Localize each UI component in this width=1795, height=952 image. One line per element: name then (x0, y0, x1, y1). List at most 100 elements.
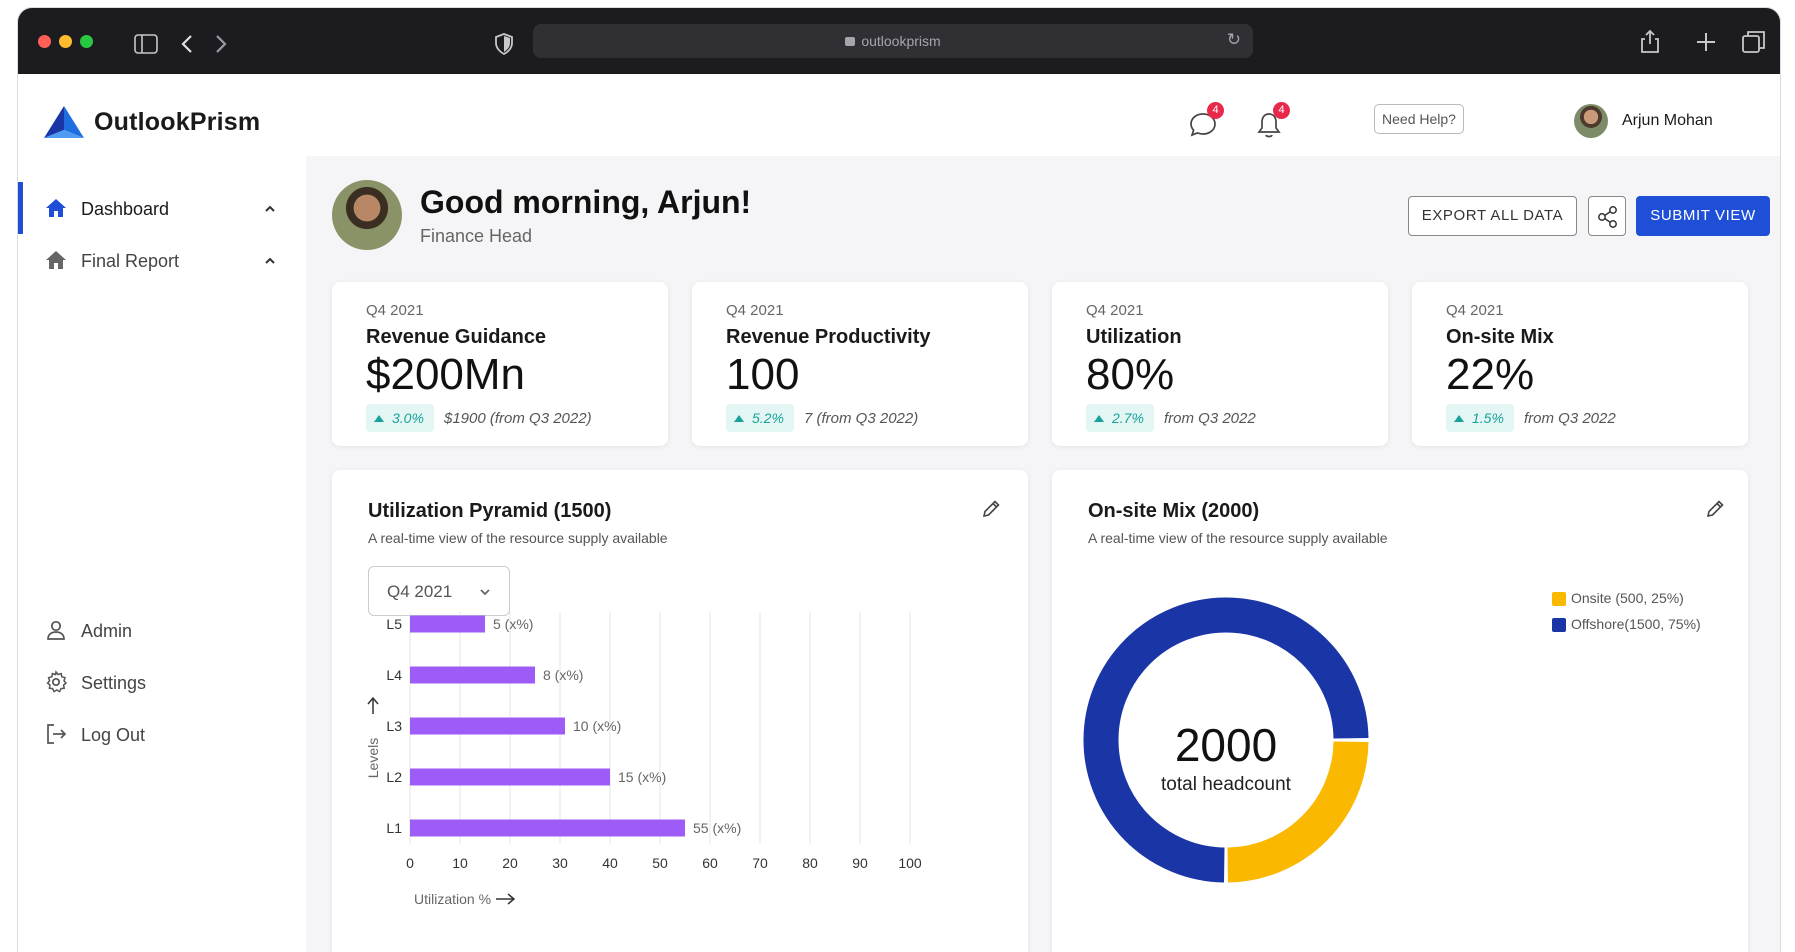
sidebar-item-settings[interactable]: Settings (18, 656, 306, 708)
kpi-delta-value: 1.5% (1472, 410, 1504, 426)
new-tab-icon[interactable] (1696, 32, 1716, 52)
y-tick-label: L2 (386, 769, 402, 785)
trend-up-icon (1454, 415, 1464, 422)
y-tick-label: L1 (386, 820, 402, 836)
browser-toolbar: outlookprism ↻ (18, 8, 1780, 74)
browser-window: outlookprism ↻ OutlookPrism 4 (18, 8, 1780, 952)
sidebar-item-label: Settings (81, 673, 147, 693)
kpi-card-on-site-mix[interactable]: Q4 2021 On-site Mix 22% 1.5% from Q3 202… (1412, 282, 1748, 446)
y-tick-label: L4 (386, 667, 402, 683)
sidebar-item-final-report[interactable]: Final Report (18, 234, 306, 286)
utilization-bar-chart: 0 10 20 30 40 50 60 70 80 90 100 L5 5 (x%) L4 8 (x%) L3… (365, 612, 922, 907)
x-tick-label: 100 (898, 855, 922, 871)
kpi-value: 22% (1446, 350, 1535, 399)
need-help-button[interactable]: Need Help? (1374, 104, 1464, 134)
edit-pencil-icon[interactable] (1704, 498, 1726, 520)
back-icon[interactable] (180, 34, 194, 54)
shield-icon[interactable] (494, 33, 514, 55)
kpi-delta-badge: 1.5% (1446, 404, 1514, 432)
donut-center-value: 2000 (1174, 719, 1278, 771)
brand-name: OutlookPrism (94, 108, 261, 136)
kpi-note: from Q3 2022 (1164, 410, 1256, 427)
edit-pencil-icon[interactable] (980, 498, 1002, 520)
y-axis-arrow-icon (367, 696, 379, 714)
kpi-title: On-site Mix (1446, 326, 1554, 348)
kpi-delta-badge: 2.7% (1086, 404, 1154, 432)
messages-button[interactable]: 4 (1188, 102, 1224, 140)
user-avatar[interactable] (1574, 104, 1608, 138)
maximize-window-button[interactable] (80, 35, 93, 48)
address-bar[interactable]: outlookprism ↻ (533, 24, 1253, 58)
kpi-value: 100 (726, 350, 800, 399)
chat-bubble-icon (1190, 113, 1216, 137)
kpi-card-utilization[interactable]: Q4 2021 Utilization 80% 2.7% from Q3 202… (1052, 282, 1388, 446)
chevron-up-icon[interactable] (264, 203, 276, 215)
bar-data-label: 15 (x%) (618, 769, 666, 785)
bar-data-label: 10 (x%) (573, 718, 621, 734)
user-name[interactable]: Arjun Mohan (1622, 112, 1713, 129)
user-icon (47, 620, 65, 640)
main-content: Good morning, Arjun! Finance Head EXPORT… (306, 156, 1780, 952)
logout-icon (47, 724, 67, 744)
export-all-data-button[interactable]: EXPORT ALL DATA (1408, 196, 1577, 236)
on-site-mix-panel: On-site Mix (2000) A real-time view of t… (1052, 470, 1748, 952)
y-tick-label: L5 (386, 616, 402, 632)
x-axis-label: Utilization % (414, 891, 491, 907)
notifications-button[interactable]: 4 (1254, 102, 1290, 140)
x-axis-arrow-icon (496, 893, 516, 905)
donut-center-label: total headcount (1161, 774, 1291, 795)
app-header: OutlookPrism 4 4 Need Help? Arjun Mohan (18, 74, 1780, 156)
profile-avatar (332, 180, 402, 250)
x-tick-label: 50 (652, 855, 668, 871)
submit-view-button[interactable]: SUBMIT VIEW (1636, 196, 1770, 236)
bar (410, 717, 565, 735)
kpi-card-revenue-productivity[interactable]: Q4 2021 Revenue Productivity 100 5.2% 7 … (692, 282, 1028, 446)
url-text: outlookprism (861, 33, 941, 49)
x-tick-label: 80 (802, 855, 818, 871)
trend-up-icon (374, 415, 384, 422)
panel-subtitle: A real-time view of the resource supply … (368, 530, 668, 546)
tab-overview-icon[interactable] (1742, 30, 1766, 54)
kpi-title: Utilization (1086, 326, 1182, 348)
close-window-button[interactable] (38, 35, 51, 48)
bar-data-label: 55 (x%) (693, 820, 741, 836)
reload-icon[interactable]: ↻ (1226, 30, 1241, 49)
forward-icon[interactable] (214, 34, 228, 54)
bar-data-label: 8 (x%) (543, 667, 583, 683)
x-tick-label: 0 (406, 855, 414, 871)
panel-subtitle: A real-time view of the resource supply … (1088, 530, 1388, 546)
kpi-delta-value: 3.0% (392, 410, 424, 426)
sidebar-item-label: Dashboard (81, 199, 170, 219)
greeting-title: Good morning, Arjun! (420, 184, 752, 220)
chevron-up-icon[interactable] (264, 255, 276, 267)
kpi-period: Q4 2021 (1086, 302, 1144, 319)
donut-slice (1083, 597, 1369, 883)
sidebar-item-dashboard[interactable]: Dashboard (18, 182, 306, 234)
home-icon (46, 251, 66, 269)
outlookprism-logo[interactable] (42, 104, 86, 140)
kpi-delta-badge: 5.2% (726, 404, 794, 432)
sidebar-toggle-icon[interactable] (134, 34, 158, 54)
kpi-card-revenue-guidance[interactable]: Q4 2021 Revenue Guidance $200Mn 3.0% $19… (332, 282, 668, 446)
period-select[interactable]: Q4 2021 (368, 566, 510, 616)
utilization-pyramid-panel: Utilization Pyramid (1500) A real-time v… (332, 470, 1028, 952)
kpi-period: Q4 2021 (1446, 302, 1504, 319)
kpi-value: 80% (1086, 350, 1175, 399)
share-icon (1598, 206, 1617, 228)
donut-slice (1227, 741, 1369, 883)
sidebar-item-admin[interactable]: Admin (18, 604, 306, 656)
y-tick-label: L3 (386, 718, 402, 734)
sidebar-item-label: Final Report (81, 251, 180, 271)
sidebar-item-label: Log Out (81, 725, 146, 745)
sidebar-item-log-out[interactable]: Log Out (18, 708, 306, 760)
minimize-window-button[interactable] (59, 35, 72, 48)
share-button[interactable] (1588, 196, 1626, 236)
kpi-delta-value: 2.7% (1112, 410, 1144, 426)
user-role: Finance Head (420, 226, 533, 246)
on-site-mix-donut-chart (1083, 597, 1369, 883)
kpi-period: Q4 2021 (726, 302, 784, 319)
x-tick-label: 60 (702, 855, 718, 871)
y-axis-label: Levels (365, 738, 381, 778)
share-browser-icon[interactable] (1640, 28, 1660, 54)
bar (410, 666, 535, 684)
